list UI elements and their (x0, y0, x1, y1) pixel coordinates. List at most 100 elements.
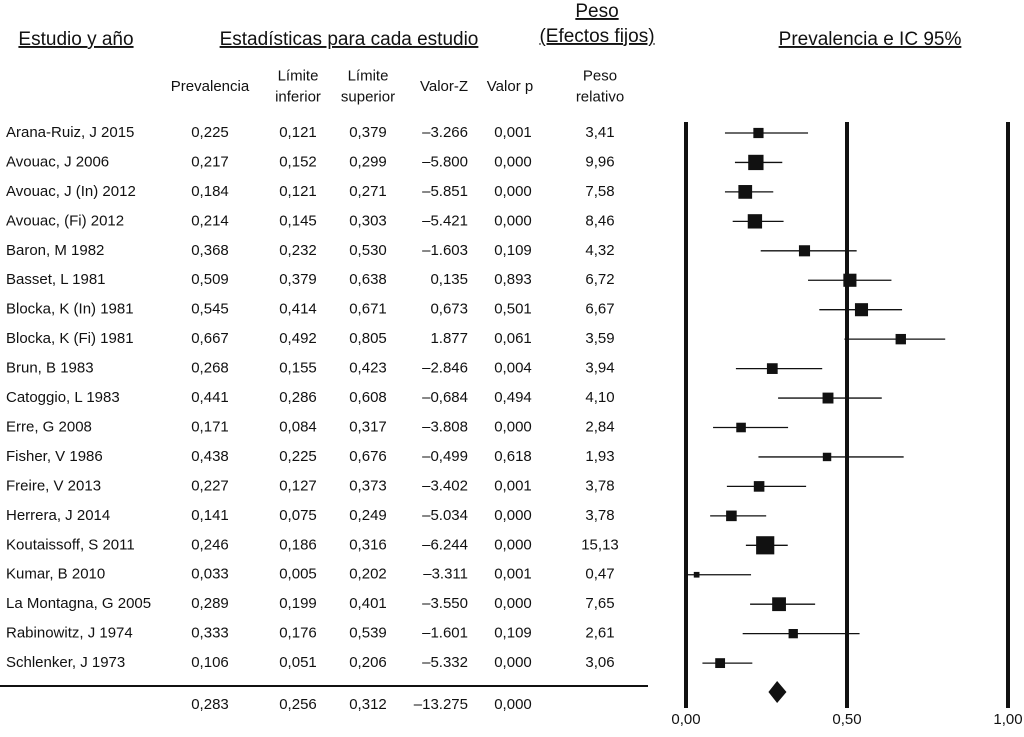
weight: 6,72 (585, 271, 614, 288)
p-value: 0,618 (494, 448, 532, 465)
study-name: Schlenker, J 1973 (6, 654, 125, 671)
lower-limit: 0,155 (279, 360, 317, 377)
summary-lower: 0,256 (279, 696, 317, 713)
p-value: 0,000 (494, 654, 532, 671)
study-name: Erre, G 2008 (6, 418, 92, 435)
lower-limit: 0,127 (279, 477, 317, 494)
weight: 2,61 (585, 625, 614, 642)
study-name: Fisher, V 1986 (6, 448, 103, 465)
z-value: 1.877 (430, 330, 468, 347)
upper-limit: 0,249 (349, 507, 387, 524)
lower-limit: 0,225 (279, 448, 317, 465)
prevalence: 0,033 (191, 566, 229, 583)
column-title: Prevalencia e IC 95% (779, 29, 962, 50)
prevalence: 0,667 (191, 330, 229, 347)
point-estimate (747, 214, 763, 229)
study-name: La Montagna, G 2005 (6, 595, 151, 612)
upper-limit: 0,671 (349, 301, 387, 318)
weight: 3,41 (585, 124, 614, 141)
study-name: Basset, L 1981 (6, 271, 106, 288)
weight: 7,65 (585, 595, 614, 612)
weight: 2,84 (585, 418, 614, 435)
p-value: 0,000 (494, 212, 532, 229)
weight: 8,46 (585, 212, 614, 229)
study-name: Avouac, J 2006 (6, 153, 109, 170)
x-tick-label: 0,00 (671, 711, 700, 728)
study-name: Catoggio, L 1983 (6, 389, 120, 406)
column-title: Estudio y año (18, 29, 133, 50)
upper-limit: 0,202 (349, 566, 387, 583)
point-estimate (753, 127, 764, 139)
p-value: 0,001 (494, 477, 532, 494)
weight: 9,96 (585, 153, 614, 170)
prevalence: 0,184 (191, 183, 229, 200)
z-value: –6.244 (422, 536, 468, 553)
column-title: Estadísticas para cada estudio (220, 29, 479, 50)
z-value: –0,684 (422, 389, 468, 406)
summary-z: –13.275 (414, 696, 468, 713)
upper-limit: 0,299 (349, 153, 387, 170)
lower-limit: 0,084 (279, 418, 317, 435)
column-header: Límite (348, 67, 389, 84)
upper-limit: 0,373 (349, 477, 387, 494)
weight: 3,78 (585, 477, 614, 494)
summary-prevalence: 0,283 (191, 696, 229, 713)
prevalence: 0,214 (191, 212, 229, 229)
study-name: Koutaissoff, S 2011 (6, 536, 135, 553)
upper-limit: 0,401 (349, 595, 387, 612)
lower-limit: 0,232 (279, 242, 317, 259)
point-estimate (895, 333, 906, 345)
upper-limit: 0,206 (349, 654, 387, 671)
z-value: –5.034 (422, 507, 468, 524)
lower-limit: 0,152 (279, 153, 317, 170)
lower-limit: 0,121 (279, 124, 317, 141)
point-estimate (726, 510, 737, 522)
lower-limit: 0,121 (279, 183, 317, 200)
p-value: 0,000 (494, 183, 532, 200)
p-value: 0,000 (494, 595, 532, 612)
z-value: –3.808 (422, 418, 468, 435)
point-estimate (715, 658, 726, 669)
upper-limit: 0,539 (349, 625, 387, 642)
summary-upper: 0,312 (349, 696, 387, 713)
point-estimate (736, 422, 746, 433)
study-name: Herrera, J 2014 (6, 507, 110, 524)
point-estimate (854, 303, 869, 317)
z-value: –5.332 (422, 654, 468, 671)
upper-limit: 0,530 (349, 242, 387, 259)
point-estimate (772, 597, 786, 612)
z-value: –5.421 (422, 212, 468, 229)
column-header: Prevalencia (171, 78, 250, 95)
column-header: Valor-Z (420, 78, 468, 95)
z-value: –3.402 (422, 477, 468, 494)
weight: 15,13 (581, 536, 619, 553)
p-value: 0,501 (494, 301, 532, 318)
prevalence: 0,217 (191, 153, 229, 170)
weight: 6,67 (585, 301, 614, 318)
upper-limit: 0,271 (349, 183, 387, 200)
upper-limit: 0,676 (349, 448, 387, 465)
study-name: Rabinowitz, J 1974 (6, 625, 133, 642)
x-tick-label: 0,50 (832, 711, 861, 728)
z-value: –5.851 (422, 183, 468, 200)
point-estimate (748, 154, 764, 171)
study-name: Kumar, B 2010 (6, 566, 105, 583)
upper-limit: 0,608 (349, 389, 387, 406)
lower-limit: 0,186 (279, 536, 317, 553)
prevalence: 0,246 (191, 536, 229, 553)
p-value: 0,001 (494, 566, 532, 583)
prevalence: 0,106 (191, 654, 229, 671)
z-value: –3.311 (423, 566, 468, 583)
column-header: inferior (275, 88, 321, 105)
weight: 3,94 (585, 360, 614, 377)
lower-limit: 0,492 (279, 330, 317, 347)
x-tick-label: 1,00 (993, 711, 1022, 728)
z-value: 0,135 (430, 271, 468, 288)
point-estimate (843, 273, 857, 287)
prevalence: 0,171 (191, 418, 229, 435)
lower-limit: 0,145 (279, 212, 317, 229)
point-estimate (766, 363, 778, 374)
prevalence: 0,268 (191, 360, 229, 377)
summary-diamond (768, 681, 787, 703)
